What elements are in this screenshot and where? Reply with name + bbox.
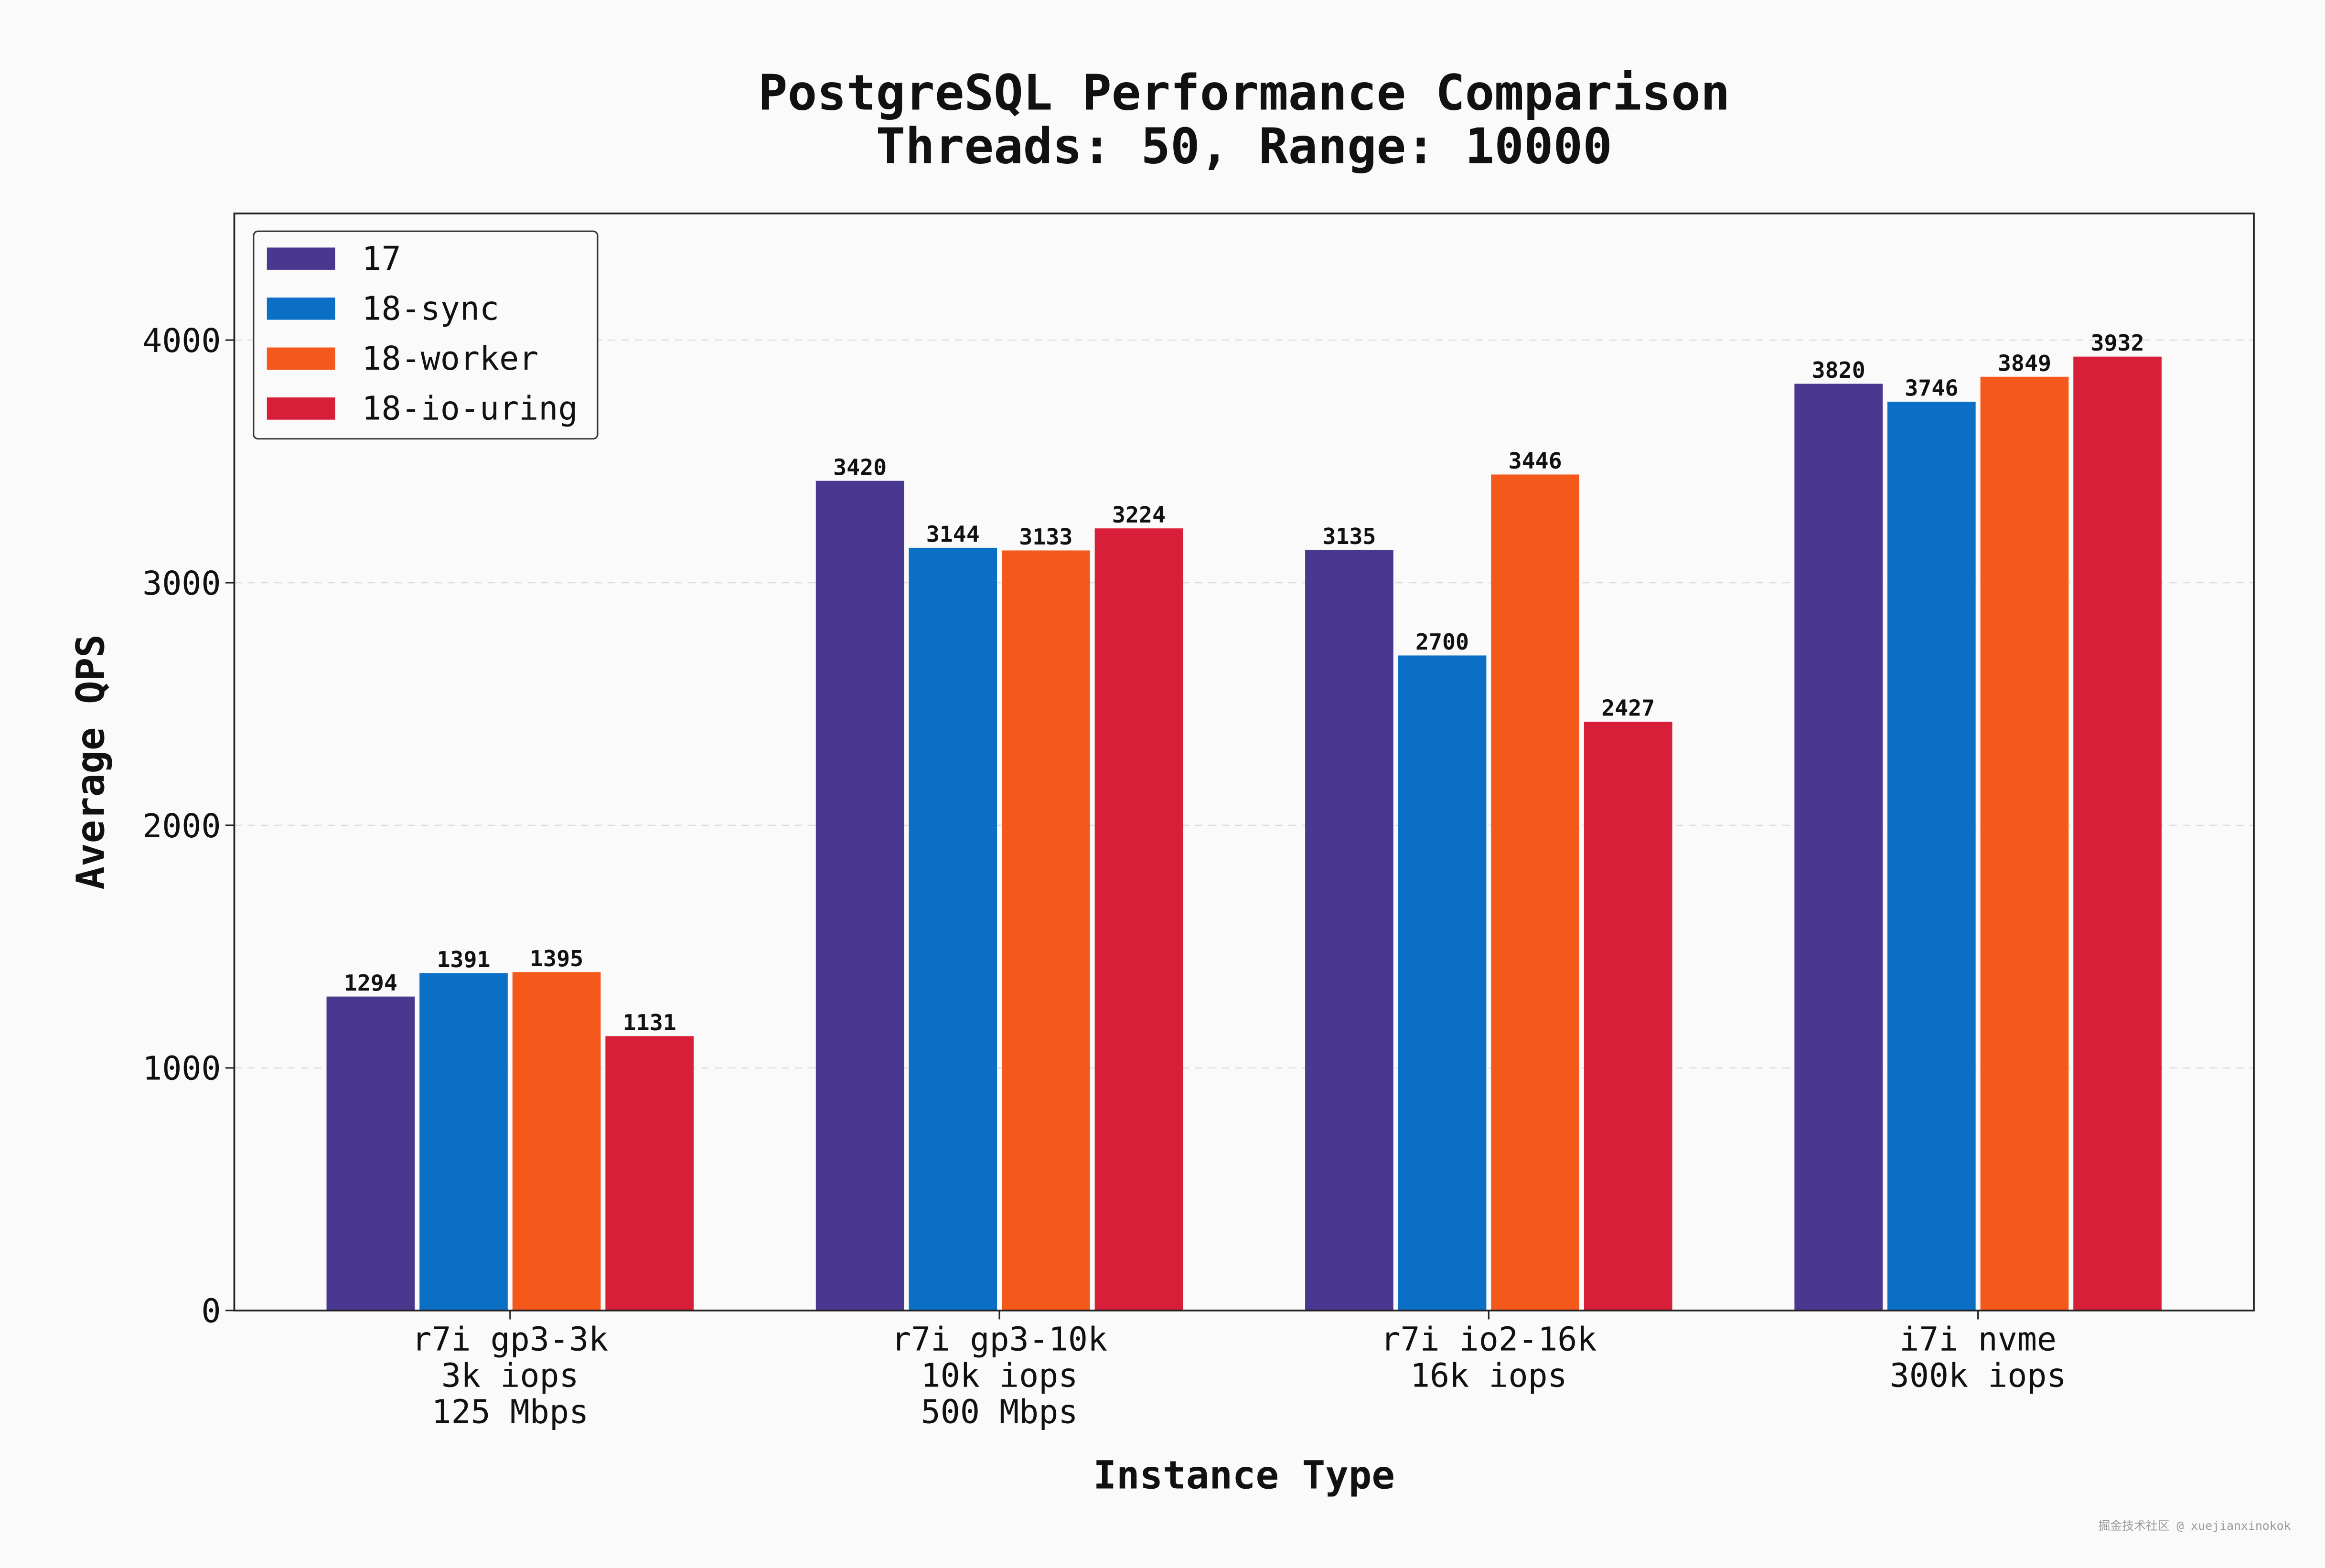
value-label: 3849 <box>1998 350 2051 376</box>
x-tick-label: r7i gp3-10k 10k iops 500 Mbps <box>891 1321 1107 1431</box>
value-label: 2700 <box>1415 629 1469 655</box>
legend-swatch <box>267 297 335 320</box>
value-label: 3135 <box>1322 523 1376 549</box>
bar <box>2073 356 2162 1311</box>
legend-swatch <box>267 247 335 270</box>
y-tick-label: 0 <box>201 1293 221 1331</box>
legend-box <box>253 230 599 440</box>
legend-label: 18-io-uring <box>362 390 578 428</box>
bar <box>815 480 904 1311</box>
x-tick-label: r7i gp3-3k 3k iops 125 Mbps <box>412 1321 608 1431</box>
y-tick-label: 4000 <box>142 322 221 360</box>
chart-subtitle: Threads: 50, Range: 10000 <box>876 118 1612 175</box>
bar <box>605 1036 694 1311</box>
value-label: 1294 <box>344 970 397 996</box>
watermark: 掘金技术社区 @ xuejianxinokok <box>2098 1519 2291 1533</box>
y-tick-label: 2000 <box>142 808 221 845</box>
bar <box>1398 655 1487 1311</box>
value-label: 1131 <box>623 1010 676 1035</box>
x-tick-label: r7i io2-16k 16k iops <box>1381 1321 1596 1395</box>
bar <box>326 996 415 1311</box>
y-tick-label: 1000 <box>142 1050 221 1088</box>
legend-label: 18-worker <box>362 340 538 378</box>
value-label: 3820 <box>1812 357 1865 383</box>
value-label: 3932 <box>2091 330 2144 356</box>
value-label: 3746 <box>1905 375 1958 401</box>
bar <box>512 972 601 1311</box>
bar <box>1794 384 1883 1311</box>
bar <box>419 973 508 1311</box>
value-label: 2427 <box>1601 695 1655 721</box>
value-label: 1395 <box>530 946 583 971</box>
plot-frame <box>233 213 2255 1312</box>
legend-label: 18-sync <box>362 290 499 328</box>
bar <box>1002 550 1090 1311</box>
x-tick-label: i7i nvme 300k iops <box>1890 1321 2067 1395</box>
bar <box>1491 474 1580 1311</box>
y-tick-label: 3000 <box>142 565 221 603</box>
bar <box>1887 402 1976 1311</box>
bar <box>1094 528 1183 1311</box>
chart-title: PostgreSQL Performance Comparison <box>758 65 1730 122</box>
bar <box>909 547 997 1311</box>
bar <box>1980 376 2069 1311</box>
value-label: 3133 <box>1019 524 1072 550</box>
value-label: 3144 <box>926 521 980 547</box>
legend-label: 17 <box>362 240 401 278</box>
value-label: 3420 <box>833 454 887 480</box>
legend-swatch <box>267 347 335 370</box>
value-label: 1391 <box>437 947 490 972</box>
value-label: 3224 <box>1112 502 1166 528</box>
bar <box>1305 550 1393 1311</box>
bar <box>1584 722 1672 1311</box>
x-axis-label: Instance Type <box>1093 1453 1395 1498</box>
value-label: 3446 <box>1509 448 1562 474</box>
y-axis-label: Average QPS <box>68 634 113 889</box>
legend-swatch <box>267 397 335 420</box>
